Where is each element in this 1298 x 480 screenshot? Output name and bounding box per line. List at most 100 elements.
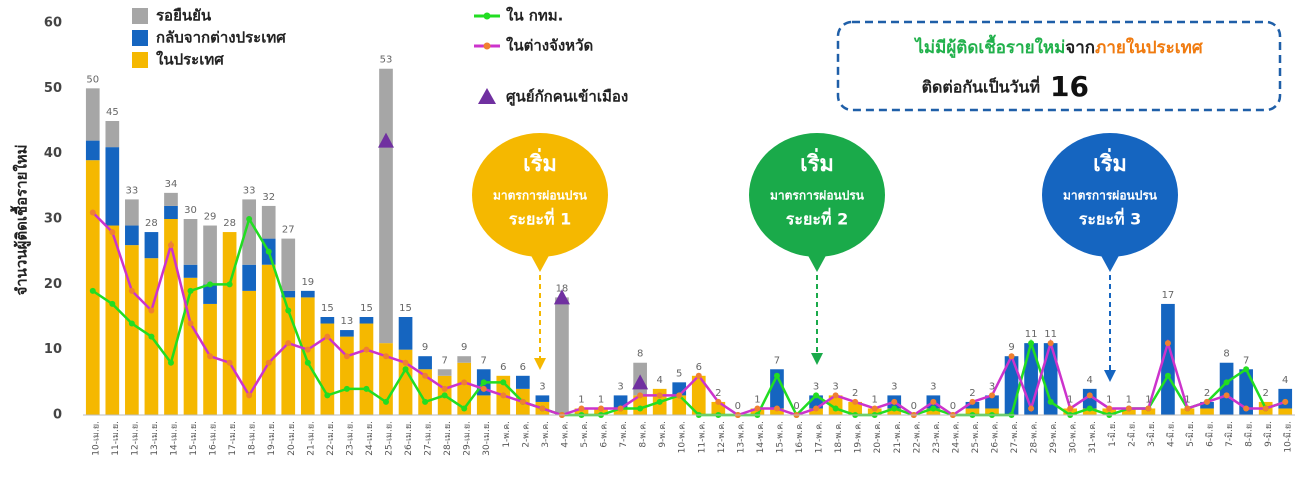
x-tick-label: 19-พ.ค. bbox=[854, 421, 864, 453]
bar-segment bbox=[164, 205, 178, 219]
line-point bbox=[1008, 353, 1015, 360]
line-point bbox=[1047, 340, 1054, 347]
line-point bbox=[1028, 340, 1035, 347]
line-point bbox=[930, 398, 937, 405]
total-label: 2 bbox=[969, 388, 975, 399]
x-tick-label: 3-พ.ค. bbox=[541, 421, 551, 448]
x-tick-label: 4-พ.ค. bbox=[560, 421, 570, 448]
y-tick-label: 50 bbox=[44, 81, 62, 96]
bar-segment bbox=[125, 245, 139, 415]
line-point bbox=[637, 392, 644, 399]
bar-segment bbox=[203, 284, 217, 304]
line-point bbox=[304, 359, 311, 366]
bar-segment bbox=[418, 356, 432, 370]
callout-text: มาตรการผ่อนปรน bbox=[1063, 189, 1158, 203]
x-tick-label: 10-พ.ค. bbox=[678, 421, 688, 453]
line-point bbox=[1125, 405, 1132, 412]
bar-segment bbox=[281, 297, 296, 415]
total-label: 0 bbox=[735, 401, 741, 412]
callout-phase: ระยะที่ 2 bbox=[786, 208, 848, 229]
lines bbox=[89, 132, 1289, 418]
total-label: 2 bbox=[852, 388, 858, 399]
bar-segment bbox=[1102, 408, 1117, 415]
x-tick-label: 25-พ.ค. bbox=[971, 421, 981, 453]
total-label: 9 bbox=[461, 342, 467, 353]
line-point bbox=[441, 392, 448, 399]
line-point bbox=[226, 281, 233, 288]
callout-title: เริ่ม bbox=[800, 147, 834, 177]
x-tick-label: 2-มิ.ย. bbox=[1126, 421, 1137, 447]
line-point bbox=[226, 359, 233, 366]
line-point bbox=[1243, 405, 1250, 412]
x-tick-label: 29-พ.ค. bbox=[1049, 421, 1059, 453]
total-label: 15 bbox=[321, 303, 334, 314]
legend-dot bbox=[483, 42, 491, 50]
bar-segment bbox=[85, 160, 100, 415]
x-tick-label: 18-เม.ย. bbox=[248, 421, 258, 456]
line-point bbox=[1223, 392, 1230, 399]
bar-segment bbox=[809, 408, 823, 415]
x-tick-label: 22-เม.ย. bbox=[326, 421, 336, 456]
bar-segment bbox=[1278, 388, 1293, 409]
total-label: 28 bbox=[145, 218, 158, 229]
bar-segment bbox=[183, 219, 198, 265]
callout-title: เริ่ม bbox=[1093, 147, 1127, 177]
legend-swatch bbox=[132, 30, 148, 46]
line-point bbox=[1262, 405, 1269, 412]
x-tick-label: 2-พ.ค. bbox=[521, 421, 531, 448]
line-point bbox=[832, 405, 839, 412]
notice-frame bbox=[836, 20, 1282, 112]
line-point bbox=[363, 385, 370, 392]
notice-line2: ติดต่อกันเป็นวันที่ bbox=[922, 76, 1040, 97]
bar-segment bbox=[105, 225, 120, 415]
callout-bubble bbox=[472, 133, 608, 257]
x-tick-label: 24-พ.ค. bbox=[951, 421, 961, 453]
bar-segment bbox=[437, 369, 452, 376]
x-tick-label: 5-มิ.ย. bbox=[1185, 421, 1196, 447]
bar-segment bbox=[144, 232, 159, 259]
line-point bbox=[128, 287, 135, 294]
callout-phase: ระยะที่ 1 bbox=[509, 208, 571, 229]
x-tick-label: 17-เม.ย. bbox=[228, 421, 238, 456]
notice-line1: ไม่มีผู้ติดเชื้อรายใหม่จากภายในประเทศ bbox=[913, 34, 1203, 59]
x-tick-label: 26-เม.ย. bbox=[404, 421, 414, 456]
line-point bbox=[891, 398, 898, 405]
line-point bbox=[969, 398, 976, 405]
bar-segment bbox=[985, 395, 999, 409]
callout-text: มาตรการผ่อนปรน bbox=[770, 189, 865, 203]
bar-segment bbox=[398, 317, 413, 350]
x-tick-label: 13-เม.ย. bbox=[150, 421, 160, 456]
total-label: 2 bbox=[1204, 388, 1210, 399]
line-point bbox=[324, 392, 331, 399]
line-point bbox=[578, 405, 585, 412]
bar-segment bbox=[1278, 408, 1293, 415]
line-point bbox=[207, 281, 214, 288]
bar-segment bbox=[1082, 408, 1097, 415]
total-label: 3 bbox=[930, 381, 936, 392]
total-label: 53 bbox=[380, 55, 393, 66]
total-label: 1 bbox=[1067, 394, 1073, 405]
total-label: 9 bbox=[422, 342, 428, 353]
line-point bbox=[1067, 405, 1074, 412]
x-tick-label: 28-เม.ย. bbox=[443, 421, 453, 456]
legend-label: ศูนย์กักคนเข้าเมือง bbox=[506, 88, 628, 107]
total-label: 1 bbox=[1106, 394, 1112, 405]
bar-segment bbox=[340, 330, 354, 337]
bar-segment bbox=[281, 290, 296, 298]
line-point bbox=[480, 379, 487, 386]
bar-segment bbox=[203, 303, 217, 415]
x-tick-label: 29-เม.ย. bbox=[463, 421, 473, 456]
x-tick-label: 21-เม.ย. bbox=[306, 421, 316, 456]
x-tick-label: 8-มิ.ย. bbox=[1244, 421, 1255, 447]
line-point bbox=[656, 398, 663, 405]
bar-segment bbox=[1180, 408, 1195, 415]
total-label: 1 bbox=[872, 394, 878, 405]
callout-2: เริ่ม มาตรการผ่อนปรน ระยะที่ 2 bbox=[749, 133, 885, 365]
total-label: 5 bbox=[676, 368, 682, 379]
bar-segment bbox=[555, 297, 569, 415]
bar-segment bbox=[359, 317, 374, 324]
total-label: 3 bbox=[989, 381, 995, 392]
line-point bbox=[187, 320, 194, 327]
y-tick-label: 10 bbox=[44, 342, 62, 357]
